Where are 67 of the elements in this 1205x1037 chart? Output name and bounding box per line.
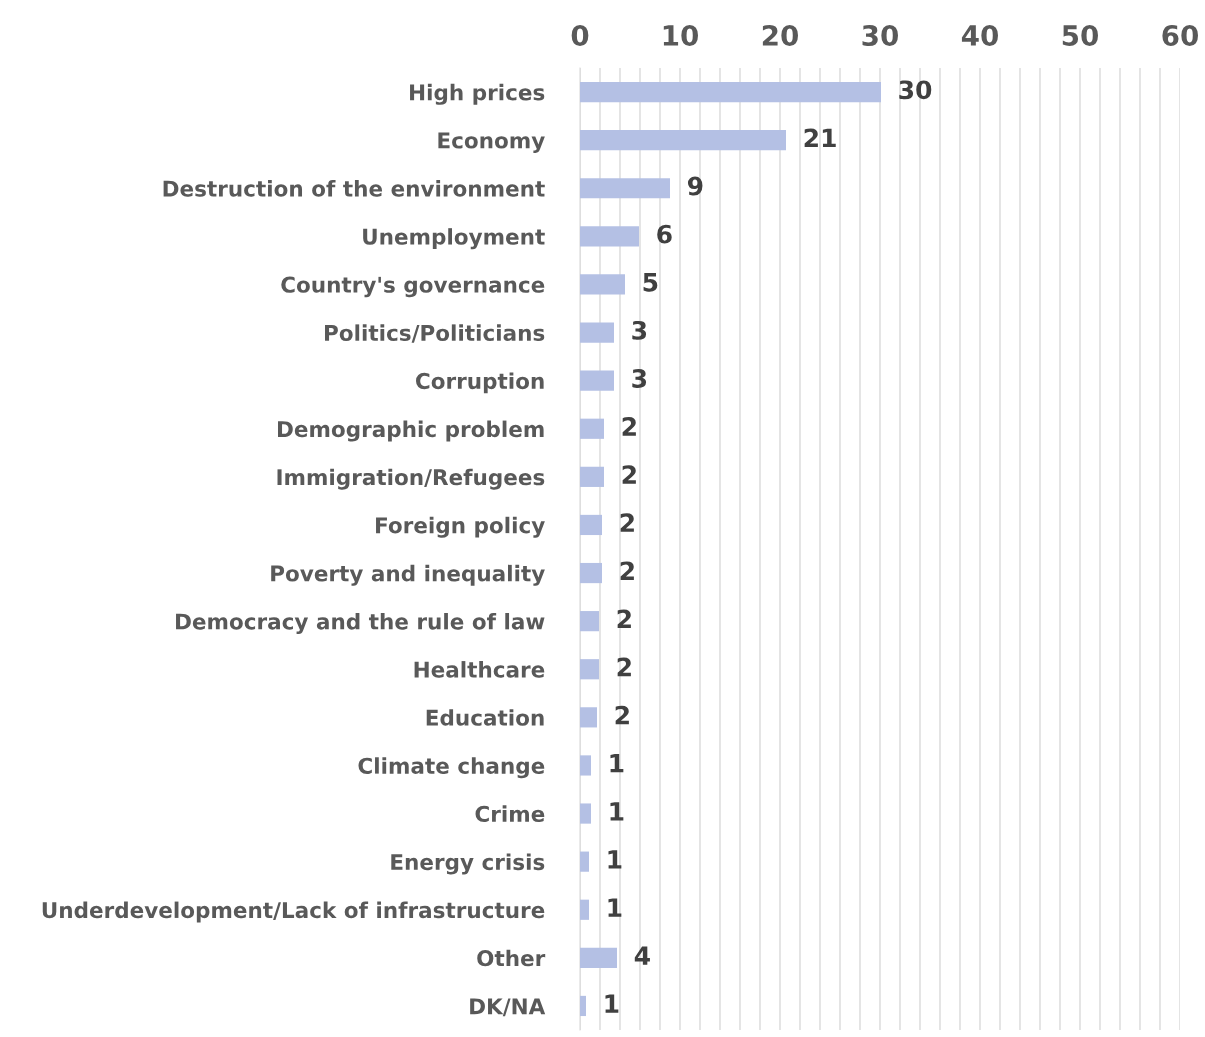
y-tick-label: Underdevelopment/Lack of infrastructure [42,901,545,923]
data-label: 2 [615,705,629,725]
y-tick-label: Education [426,709,544,726]
x-tick-label: 10 [663,24,698,46]
y-tick-label: Politics/Politicians [325,324,545,343]
y-tick-label: Country's governance [281,276,545,298]
bar [580,947,617,968]
bar [580,418,604,439]
data-label: 2 [622,465,636,484]
data-label: 3 [632,320,647,340]
bar [580,514,602,536]
y-tick-label: Corruption [416,372,544,394]
bar [580,178,670,199]
y-tick-label: Energy crisis [391,853,545,875]
data-label: 6 [657,224,672,244]
bar [580,995,586,1017]
data-label: 2 [617,609,631,629]
bar [580,226,639,247]
data-label: 9 [687,176,703,196]
data-label: 2 [620,513,634,532]
data-label: 1 [605,994,619,1013]
y-tick-label: Other [477,949,546,967]
data-label: 2 [620,561,634,580]
bar [580,755,591,776]
y-tick-label: Unemployment [363,228,545,250]
y-tick-label: Healthcare [414,661,545,678]
data-label: 2 [617,657,631,677]
data-label: 1 [608,898,622,917]
y-tick-label: Crime [475,805,545,823]
bar [580,899,589,920]
data-label: 1 [610,754,624,773]
bar [580,611,599,632]
y-tick-label: Immigration/Refugees [277,468,545,490]
bar [580,659,599,680]
x-tick-label: 60 [1162,24,1198,46]
data-label: 5 [643,273,658,292]
y-tick-label: Democracy and the rule of law [176,612,545,634]
data-label: 30 [899,80,932,100]
data-label: 1 [608,850,622,869]
x-tick-label: 30 [862,24,898,46]
y-tick-label: DK/NA [470,998,546,1017]
bar [580,562,602,584]
bar [580,707,597,728]
data-label: 1 [610,802,624,821]
y-tick-label: Foreign policy [376,516,545,538]
data-label: 3 [632,368,647,388]
x-tick-label: 0 [571,24,589,46]
y-tick-label: Economy [438,132,545,153]
y-tick-label: Demographic problem [278,420,544,442]
bar [580,370,614,391]
data-label: 2 [622,417,636,436]
bar [580,322,614,343]
data-label: 4 [634,946,650,965]
bar [580,81,881,103]
y-tick-label: Poverty and inequality [271,564,545,586]
bar [580,466,604,487]
bar [580,803,591,824]
bar [580,130,786,151]
y-tick-label: Climate change [358,757,545,779]
x-tick-label: 50 [1062,24,1098,46]
y-tick-label: Destruction of the environment [163,180,545,197]
x-tick-label: 40 [961,24,998,46]
data-label: 21 [804,128,836,148]
bar [580,274,625,295]
x-tick-label: 20 [762,24,798,46]
y-tick-label: High prices [410,83,545,105]
bar [580,851,589,872]
